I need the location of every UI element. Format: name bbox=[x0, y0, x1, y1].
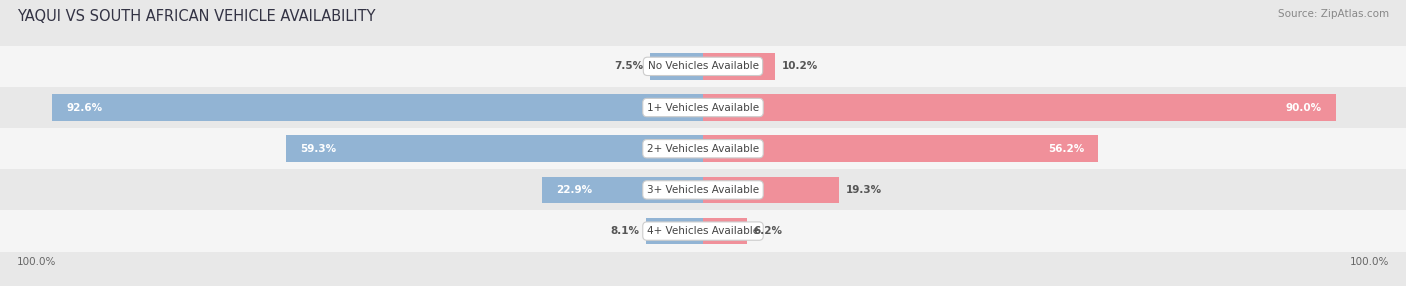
Text: 22.9%: 22.9% bbox=[557, 185, 592, 195]
Bar bbox=[0, 87, 1406, 128]
Text: 2+ Vehicles Available: 2+ Vehicles Available bbox=[647, 144, 759, 154]
Text: 10.2%: 10.2% bbox=[782, 61, 818, 71]
Text: No Vehicles Available: No Vehicles Available bbox=[648, 61, 758, 71]
Text: Source: ZipAtlas.com: Source: ZipAtlas.com bbox=[1278, 9, 1389, 19]
Text: 100.0%: 100.0% bbox=[17, 257, 56, 267]
Text: 1+ Vehicles Available: 1+ Vehicles Available bbox=[647, 103, 759, 112]
Text: 92.6%: 92.6% bbox=[66, 103, 103, 112]
Text: 100.0%: 100.0% bbox=[1350, 257, 1389, 267]
Bar bbox=[703, 94, 1336, 121]
Bar bbox=[703, 176, 838, 203]
Bar bbox=[703, 135, 1098, 162]
Text: 90.0%: 90.0% bbox=[1285, 103, 1322, 112]
Bar bbox=[650, 53, 703, 80]
Bar bbox=[0, 128, 1406, 169]
Bar bbox=[0, 169, 1406, 210]
Bar bbox=[647, 218, 703, 245]
Text: 56.2%: 56.2% bbox=[1047, 144, 1084, 154]
Text: 4+ Vehicles Available: 4+ Vehicles Available bbox=[647, 226, 759, 236]
Text: 8.1%: 8.1% bbox=[610, 226, 640, 236]
Bar bbox=[543, 176, 703, 203]
Bar bbox=[0, 210, 1406, 252]
Bar bbox=[52, 94, 703, 121]
Bar bbox=[0, 46, 1406, 87]
Text: YAQUI VS SOUTH AFRICAN VEHICLE AVAILABILITY: YAQUI VS SOUTH AFRICAN VEHICLE AVAILABIL… bbox=[17, 9, 375, 23]
Bar bbox=[287, 135, 703, 162]
Bar bbox=[703, 53, 775, 80]
Bar bbox=[703, 218, 747, 245]
Text: 59.3%: 59.3% bbox=[301, 144, 336, 154]
Text: 3+ Vehicles Available: 3+ Vehicles Available bbox=[647, 185, 759, 195]
Text: 7.5%: 7.5% bbox=[614, 61, 644, 71]
Text: 19.3%: 19.3% bbox=[846, 185, 882, 195]
Text: 6.2%: 6.2% bbox=[754, 226, 783, 236]
